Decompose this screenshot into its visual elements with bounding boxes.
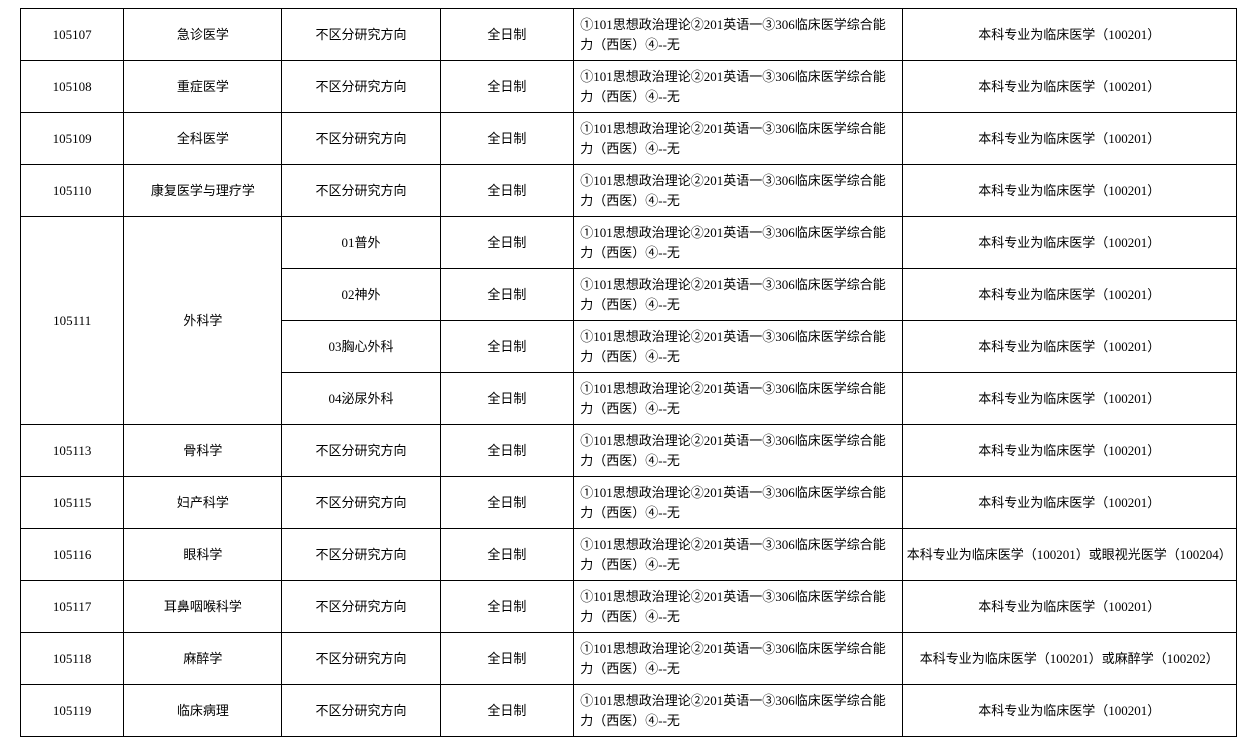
- cell-direction: 04泌尿外科: [282, 373, 440, 425]
- cell-exam: ①101思想政治理论②201英语一③306临床医学综合能力（西医）④--无: [574, 477, 902, 529]
- cell-exam: ①101思想政治理论②201英语一③306临床医学综合能力（西医）④--无: [574, 581, 902, 633]
- cell-major: 康复医学与理疗学: [124, 165, 282, 217]
- cell-direction: 不区分研究方向: [282, 581, 440, 633]
- cell-notes: 本科专业为临床医学（100201）: [902, 425, 1236, 477]
- cell-notes: 本科专业为临床医学（100201）: [902, 685, 1236, 737]
- cell-exam: ①101思想政治理论②201英语一③306临床医学综合能力（西医）④--无: [574, 373, 902, 425]
- cell-major: 重症医学: [124, 61, 282, 113]
- cell-notes: 本科专业为临床医学（100201）: [902, 373, 1236, 425]
- cell-direction: 不区分研究方向: [282, 165, 440, 217]
- cell-type: 全日制: [440, 425, 574, 477]
- cell-type: 全日制: [440, 113, 574, 165]
- cell-direction: 不区分研究方向: [282, 425, 440, 477]
- cell-major: 妇产科学: [124, 477, 282, 529]
- cell-direction: 不区分研究方向: [282, 9, 440, 61]
- cell-direction: 不区分研究方向: [282, 477, 440, 529]
- cell-exam: ①101思想政治理论②201英语一③306临床医学综合能力（西医）④--无: [574, 685, 902, 737]
- cell-code: 105116: [21, 529, 124, 581]
- cell-notes: 本科专业为临床医学（100201）: [902, 165, 1236, 217]
- table-row: 105115妇产科学不区分研究方向全日制①101思想政治理论②201英语一③30…: [21, 477, 1237, 529]
- table-row: 105117耳鼻咽喉科学不区分研究方向全日制①101思想政治理论②201英语一③…: [21, 581, 1237, 633]
- cell-type: 全日制: [440, 61, 574, 113]
- table-row: 105111外科学01普外全日制①101思想政治理论②201英语一③306临床医…: [21, 217, 1237, 269]
- cell-exam: ①101思想政治理论②201英语一③306临床医学综合能力（西医）④--无: [574, 633, 902, 685]
- cell-notes: 本科专业为临床医学（100201）: [902, 477, 1236, 529]
- cell-notes: 本科专业为临床医学（100201）或眼视光医学（100204）: [902, 529, 1236, 581]
- cell-type: 全日制: [440, 529, 574, 581]
- cell-code: 105118: [21, 633, 124, 685]
- cell-type: 全日制: [440, 321, 574, 373]
- table-row: 105108重症医学不区分研究方向全日制①101思想政治理论②201英语一③30…: [21, 61, 1237, 113]
- cell-notes: 本科专业为临床医学（100201）: [902, 269, 1236, 321]
- cell-direction: 不区分研究方向: [282, 529, 440, 581]
- cell-exam: ①101思想政治理论②201英语一③306临床医学综合能力（西医）④--无: [574, 217, 902, 269]
- cell-major: 骨科学: [124, 425, 282, 477]
- cell-code: 105109: [21, 113, 124, 165]
- table-row: 105107急诊医学不区分研究方向全日制①101思想政治理论②201英语一③30…: [21, 9, 1237, 61]
- cell-notes: 本科专业为临床医学（100201）: [902, 581, 1236, 633]
- cell-exam: ①101思想政治理论②201英语一③306临床医学综合能力（西医）④--无: [574, 9, 902, 61]
- cell-exam: ①101思想政治理论②201英语一③306临床医学综合能力（西医）④--无: [574, 269, 902, 321]
- cell-notes: 本科专业为临床医学（100201）: [902, 61, 1236, 113]
- table-row: 105109全科医学不区分研究方向全日制①101思想政治理论②201英语一③30…: [21, 113, 1237, 165]
- program-table: 105107急诊医学不区分研究方向全日制①101思想政治理论②201英语一③30…: [20, 8, 1237, 737]
- cell-major: 外科学: [124, 217, 282, 425]
- cell-type: 全日制: [440, 269, 574, 321]
- cell-major: 麻醉学: [124, 633, 282, 685]
- cell-type: 全日制: [440, 165, 574, 217]
- cell-major: 全科医学: [124, 113, 282, 165]
- cell-exam: ①101思想政治理论②201英语一③306临床医学综合能力（西医）④--无: [574, 165, 902, 217]
- cell-code: 105113: [21, 425, 124, 477]
- cell-direction: 03胸心外科: [282, 321, 440, 373]
- cell-major: 临床病理: [124, 685, 282, 737]
- cell-code: 105115: [21, 477, 124, 529]
- cell-code: 105119: [21, 685, 124, 737]
- cell-notes: 本科专业为临床医学（100201）: [902, 217, 1236, 269]
- cell-code: 105107: [21, 9, 124, 61]
- cell-exam: ①101思想政治理论②201英语一③306临床医学综合能力（西医）④--无: [574, 425, 902, 477]
- table-row: 105119临床病理不区分研究方向全日制①101思想政治理论②201英语一③30…: [21, 685, 1237, 737]
- cell-code: 105117: [21, 581, 124, 633]
- cell-notes: 本科专业为临床医学（100201）或麻醉学（100202）: [902, 633, 1236, 685]
- cell-code: 105108: [21, 61, 124, 113]
- cell-type: 全日制: [440, 9, 574, 61]
- cell-notes: 本科专业为临床医学（100201）: [902, 113, 1236, 165]
- cell-type: 全日制: [440, 581, 574, 633]
- cell-direction: 02神外: [282, 269, 440, 321]
- cell-exam: ①101思想政治理论②201英语一③306临床医学综合能力（西医）④--无: [574, 61, 902, 113]
- cell-code: 105111: [21, 217, 124, 425]
- table-row: 105118麻醉学不区分研究方向全日制①101思想政治理论②201英语一③306…: [21, 633, 1237, 685]
- cell-code: 105110: [21, 165, 124, 217]
- table-row: 105113骨科学不区分研究方向全日制①101思想政治理论②201英语一③306…: [21, 425, 1237, 477]
- cell-exam: ①101思想政治理论②201英语一③306临床医学综合能力（西医）④--无: [574, 113, 902, 165]
- cell-exam: ①101思想政治理论②201英语一③306临床医学综合能力（西医）④--无: [574, 321, 902, 373]
- table-row: 105116眼科学不区分研究方向全日制①101思想政治理论②201英语一③306…: [21, 529, 1237, 581]
- cell-major: 急诊医学: [124, 9, 282, 61]
- cell-notes: 本科专业为临床医学（100201）: [902, 321, 1236, 373]
- cell-type: 全日制: [440, 373, 574, 425]
- cell-exam: ①101思想政治理论②201英语一③306临床医学综合能力（西医）④--无: [574, 529, 902, 581]
- cell-direction: 不区分研究方向: [282, 685, 440, 737]
- table-row: 105110康复医学与理疗学不区分研究方向全日制①101思想政治理论②201英语…: [21, 165, 1237, 217]
- cell-direction: 不区分研究方向: [282, 61, 440, 113]
- cell-type: 全日制: [440, 633, 574, 685]
- cell-type: 全日制: [440, 685, 574, 737]
- cell-type: 全日制: [440, 217, 574, 269]
- cell-notes: 本科专业为临床医学（100201）: [902, 9, 1236, 61]
- cell-direction: 01普外: [282, 217, 440, 269]
- cell-direction: 不区分研究方向: [282, 633, 440, 685]
- cell-type: 全日制: [440, 477, 574, 529]
- cell-major: 耳鼻咽喉科学: [124, 581, 282, 633]
- cell-direction: 不区分研究方向: [282, 113, 440, 165]
- table-body: 105107急诊医学不区分研究方向全日制①101思想政治理论②201英语一③30…: [21, 9, 1237, 737]
- cell-major: 眼科学: [124, 529, 282, 581]
